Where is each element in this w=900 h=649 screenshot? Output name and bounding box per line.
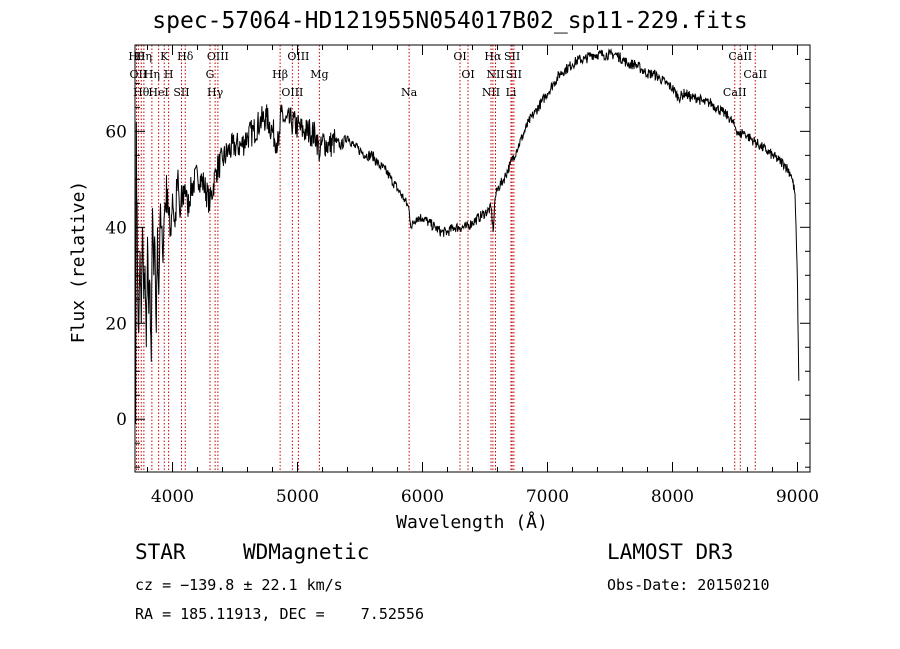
- line-marker-label: OII: [130, 68, 148, 81]
- y-axis-ticks: 0 20 40 60: [105, 58, 810, 468]
- line-marker-label: Li: [506, 86, 517, 99]
- x-tick-label: 5000: [276, 487, 319, 507]
- line-marker-label: Hη: [144, 68, 160, 81]
- line-marker-label: SII: [173, 86, 189, 99]
- line-marker-label: Hβ: [272, 68, 288, 81]
- x-axis-label: Wavelength (Å): [396, 511, 548, 533]
- line-marker-label: Na: [401, 86, 418, 99]
- line-marker-label: CaII: [728, 50, 752, 63]
- line-marker-label: OIII: [207, 50, 229, 63]
- x-tick-label: 4000: [151, 487, 194, 507]
- line-marker-label: Hα: [484, 50, 502, 63]
- line-marker-label: G: [206, 68, 215, 81]
- y-tick-label: 0: [116, 410, 127, 430]
- line-marker-label: Hδ: [177, 50, 194, 63]
- line-marker-label: SII: [506, 68, 522, 81]
- line-marker-labels: HθOIIHθHηHηHeIKHSIIHδGHγOIIIHβOIIIOIIIMg…: [128, 50, 767, 99]
- spectrum-series: [134, 48, 800, 425]
- line-marker-label: H: [164, 68, 174, 81]
- line-markers: [136, 45, 756, 472]
- line-marker-label: K: [160, 50, 169, 63]
- object-class: STAR: [135, 540, 186, 564]
- line-marker-label: NII: [482, 86, 500, 99]
- line-marker-label: OIII: [281, 86, 303, 99]
- line-marker-label: OIII: [287, 50, 309, 63]
- line-marker-label: Hθ: [133, 86, 150, 99]
- line-marker-label: HeI: [148, 86, 168, 99]
- object-subclass: WDMagnetic: [243, 540, 370, 564]
- coordinates-readout: RA = 185.11913, DEC = 7.52556: [135, 605, 424, 623]
- x-tick-label: 6000: [401, 487, 444, 507]
- x-tick-label: 8000: [651, 487, 694, 507]
- line-marker-label: OI: [461, 68, 474, 81]
- page-title: spec-57064-HD121955N054017B02_sp11-229.f…: [152, 8, 748, 34]
- line-marker-label: SII: [504, 50, 520, 63]
- line-marker-label: Mg: [310, 68, 328, 81]
- survey-name: LAMOST DR3: [607, 540, 734, 564]
- y-axis-label: Flux (relative): [68, 181, 89, 344]
- line-marker-label: Hθ: [128, 50, 145, 63]
- x-tick-label: 9000: [776, 487, 819, 507]
- y-tick-label: 60: [105, 122, 127, 142]
- redshift-readout: cz = −139.8 ± 22.1 km/s: [135, 576, 343, 594]
- plot-frame: [134, 44, 811, 473]
- x-tick-label: 7000: [526, 487, 569, 507]
- line-marker-label: NII: [486, 68, 504, 81]
- observation-date: Obs-Date: 20150210: [607, 576, 770, 594]
- line-marker-label: Hγ: [207, 86, 224, 99]
- line-marker-label: CaII: [743, 68, 767, 81]
- spectrum-line: [134, 48, 800, 425]
- line-marker-label: OI: [453, 50, 466, 63]
- line-marker-label: CaII: [723, 86, 747, 99]
- line-marker-label: Hη: [136, 50, 152, 63]
- y-tick-label: 40: [105, 218, 127, 238]
- x-axis-ticks: 4000 5000 6000 7000 8000 9000: [147, 45, 819, 507]
- y-tick-label: 20: [105, 314, 127, 334]
